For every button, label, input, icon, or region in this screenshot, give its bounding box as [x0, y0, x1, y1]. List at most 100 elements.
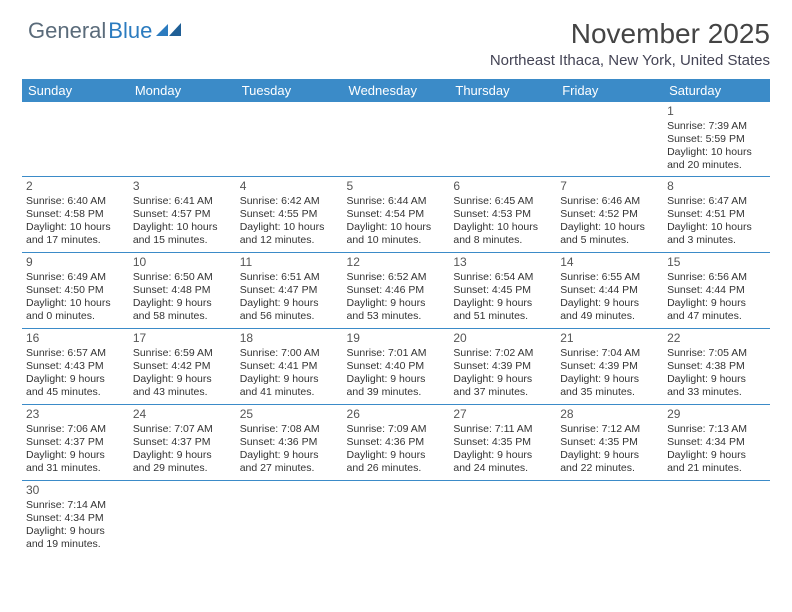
sunrise-text: Sunrise: 7:04 AM	[560, 347, 659, 360]
day-number: 5	[347, 179, 446, 194]
daylight-text: Daylight: 10 hours and 10 minutes.	[347, 221, 446, 247]
calendar-week-row: 2Sunrise: 6:40 AMSunset: 4:58 PMDaylight…	[22, 176, 770, 252]
sunrise-text: Sunrise: 6:41 AM	[133, 195, 232, 208]
sunrise-text: Sunrise: 6:49 AM	[26, 271, 125, 284]
calendar-day-cell: 26Sunrise: 7:09 AMSunset: 4:36 PMDayligh…	[343, 404, 450, 480]
sunset-text: Sunset: 4:45 PM	[453, 284, 552, 297]
day-number: 2	[26, 179, 125, 194]
day-number: 29	[667, 407, 766, 422]
sunrise-text: Sunrise: 6:56 AM	[667, 271, 766, 284]
sunrise-text: Sunrise: 6:42 AM	[240, 195, 339, 208]
day-number: 25	[240, 407, 339, 422]
sunset-text: Sunset: 4:39 PM	[560, 360, 659, 373]
daylight-text: Daylight: 9 hours and 47 minutes.	[667, 297, 766, 323]
logo: GeneralBlue	[28, 18, 182, 44]
sunset-text: Sunset: 4:40 PM	[347, 360, 446, 373]
sunrise-text: Sunrise: 7:39 AM	[667, 120, 766, 133]
sunset-text: Sunset: 4:39 PM	[453, 360, 552, 373]
calendar-day-cell	[236, 102, 343, 176]
sunset-text: Sunset: 4:35 PM	[453, 436, 552, 449]
daylight-text: Daylight: 10 hours and 17 minutes.	[26, 221, 125, 247]
daylight-text: Daylight: 10 hours and 0 minutes.	[26, 297, 125, 323]
sunset-text: Sunset: 4:58 PM	[26, 208, 125, 221]
calendar-day-cell	[22, 102, 129, 176]
daylight-text: Daylight: 9 hours and 26 minutes.	[347, 449, 446, 475]
sunset-text: Sunset: 4:42 PM	[133, 360, 232, 373]
sunset-text: Sunset: 4:37 PM	[26, 436, 125, 449]
weekday-header: Thursday	[449, 79, 556, 102]
sunrise-text: Sunrise: 7:06 AM	[26, 423, 125, 436]
logo-text-1: General	[28, 18, 106, 44]
sunset-text: Sunset: 4:46 PM	[347, 284, 446, 297]
sunset-text: Sunset: 4:44 PM	[560, 284, 659, 297]
daylight-text: Daylight: 9 hours and 49 minutes.	[560, 297, 659, 323]
day-number: 13	[453, 255, 552, 270]
calendar-week-row: 23Sunrise: 7:06 AMSunset: 4:37 PMDayligh…	[22, 404, 770, 480]
calendar-day-cell: 11Sunrise: 6:51 AMSunset: 4:47 PMDayligh…	[236, 252, 343, 328]
sunrise-text: Sunrise: 6:57 AM	[26, 347, 125, 360]
day-number: 7	[560, 179, 659, 194]
day-number: 16	[26, 331, 125, 346]
sunset-text: Sunset: 4:53 PM	[453, 208, 552, 221]
day-number: 23	[26, 407, 125, 422]
calendar-day-cell: 5Sunrise: 6:44 AMSunset: 4:54 PMDaylight…	[343, 176, 450, 252]
calendar-week-row: 1Sunrise: 7:39 AMSunset: 5:59 PMDaylight…	[22, 102, 770, 176]
logo-flag-icon	[156, 22, 182, 40]
day-number: 19	[347, 331, 446, 346]
day-number: 21	[560, 331, 659, 346]
daylight-text: Daylight: 9 hours and 35 minutes.	[560, 373, 659, 399]
calendar-day-cell: 2Sunrise: 6:40 AMSunset: 4:58 PMDaylight…	[22, 176, 129, 252]
calendar-day-cell: 7Sunrise: 6:46 AMSunset: 4:52 PMDaylight…	[556, 176, 663, 252]
header: GeneralBlue November 2025 Northeast Itha…	[0, 0, 792, 75]
daylight-text: Daylight: 9 hours and 22 minutes.	[560, 449, 659, 475]
weekday-header: Tuesday	[236, 79, 343, 102]
weekday-header: Sunday	[22, 79, 129, 102]
weekday-header: Monday	[129, 79, 236, 102]
sunrise-text: Sunrise: 6:59 AM	[133, 347, 232, 360]
daylight-text: Daylight: 9 hours and 27 minutes.	[240, 449, 339, 475]
calendar-day-cell: 3Sunrise: 6:41 AMSunset: 4:57 PMDaylight…	[129, 176, 236, 252]
calendar-day-cell: 21Sunrise: 7:04 AMSunset: 4:39 PMDayligh…	[556, 328, 663, 404]
day-number: 17	[133, 331, 232, 346]
sunrise-text: Sunrise: 7:14 AM	[26, 499, 125, 512]
sunrise-text: Sunrise: 6:40 AM	[26, 195, 125, 208]
weekday-header: Friday	[556, 79, 663, 102]
sunrise-text: Sunrise: 7:08 AM	[240, 423, 339, 436]
sunset-text: Sunset: 4:57 PM	[133, 208, 232, 221]
sunset-text: Sunset: 4:36 PM	[240, 436, 339, 449]
calendar-week-row: 30Sunrise: 7:14 AMSunset: 4:34 PMDayligh…	[22, 480, 770, 556]
sunset-text: Sunset: 4:36 PM	[347, 436, 446, 449]
daylight-text: Daylight: 9 hours and 31 minutes.	[26, 449, 125, 475]
sunrise-text: Sunrise: 6:55 AM	[560, 271, 659, 284]
daylight-text: Daylight: 9 hours and 19 minutes.	[26, 525, 125, 551]
calendar-day-cell: 27Sunrise: 7:11 AMSunset: 4:35 PMDayligh…	[449, 404, 556, 480]
sunrise-text: Sunrise: 6:45 AM	[453, 195, 552, 208]
sunset-text: Sunset: 4:43 PM	[26, 360, 125, 373]
sunrise-text: Sunrise: 7:05 AM	[667, 347, 766, 360]
daylight-text: Daylight: 10 hours and 3 minutes.	[667, 221, 766, 247]
calendar-week-row: 16Sunrise: 6:57 AMSunset: 4:43 PM Dayligh…	[22, 328, 770, 404]
sunset-text: Sunset: 4:50 PM	[26, 284, 125, 297]
daylight-text: Daylight: 9 hours and 33 minutes.	[667, 373, 766, 399]
daylight-text: Daylight: 9 hours and 41 minutes.	[240, 373, 339, 399]
day-number: 10	[133, 255, 232, 270]
daylight-text: Daylight: 9 hours and 53 minutes.	[347, 297, 446, 323]
day-number: 3	[133, 179, 232, 194]
daylight-text: Daylight: 10 hours and 20 minutes.	[667, 146, 766, 172]
sunset-text: Sunset: 4:47 PM	[240, 284, 339, 297]
title-block: November 2025 Northeast Ithaca, New York…	[490, 18, 770, 69]
calendar-day-cell	[236, 480, 343, 556]
calendar-day-cell: 10Sunrise: 6:50 AMSunset: 4:48 PMDayligh…	[129, 252, 236, 328]
sunrise-text: Sunrise: 7:07 AM	[133, 423, 232, 436]
daylight-text: Daylight: 9 hours and 43 minutes.	[133, 373, 232, 399]
calendar-day-cell	[449, 480, 556, 556]
calendar-day-cell: 12Sunrise: 6:52 AMSunset: 4:46 PMDayligh…	[343, 252, 450, 328]
day-number: 4	[240, 179, 339, 194]
daylight-text: Daylight: 10 hours and 15 minutes.	[133, 221, 232, 247]
weekday-header-row: Sunday Monday Tuesday Wednesday Thursday…	[22, 79, 770, 102]
day-number: 12	[347, 255, 446, 270]
sunset-text: Sunset: 4:34 PM	[667, 436, 766, 449]
sunrise-text: Sunrise: 6:44 AM	[347, 195, 446, 208]
sunset-text: Sunset: 4:51 PM	[667, 208, 766, 221]
sunrise-text: Sunrise: 6:54 AM	[453, 271, 552, 284]
